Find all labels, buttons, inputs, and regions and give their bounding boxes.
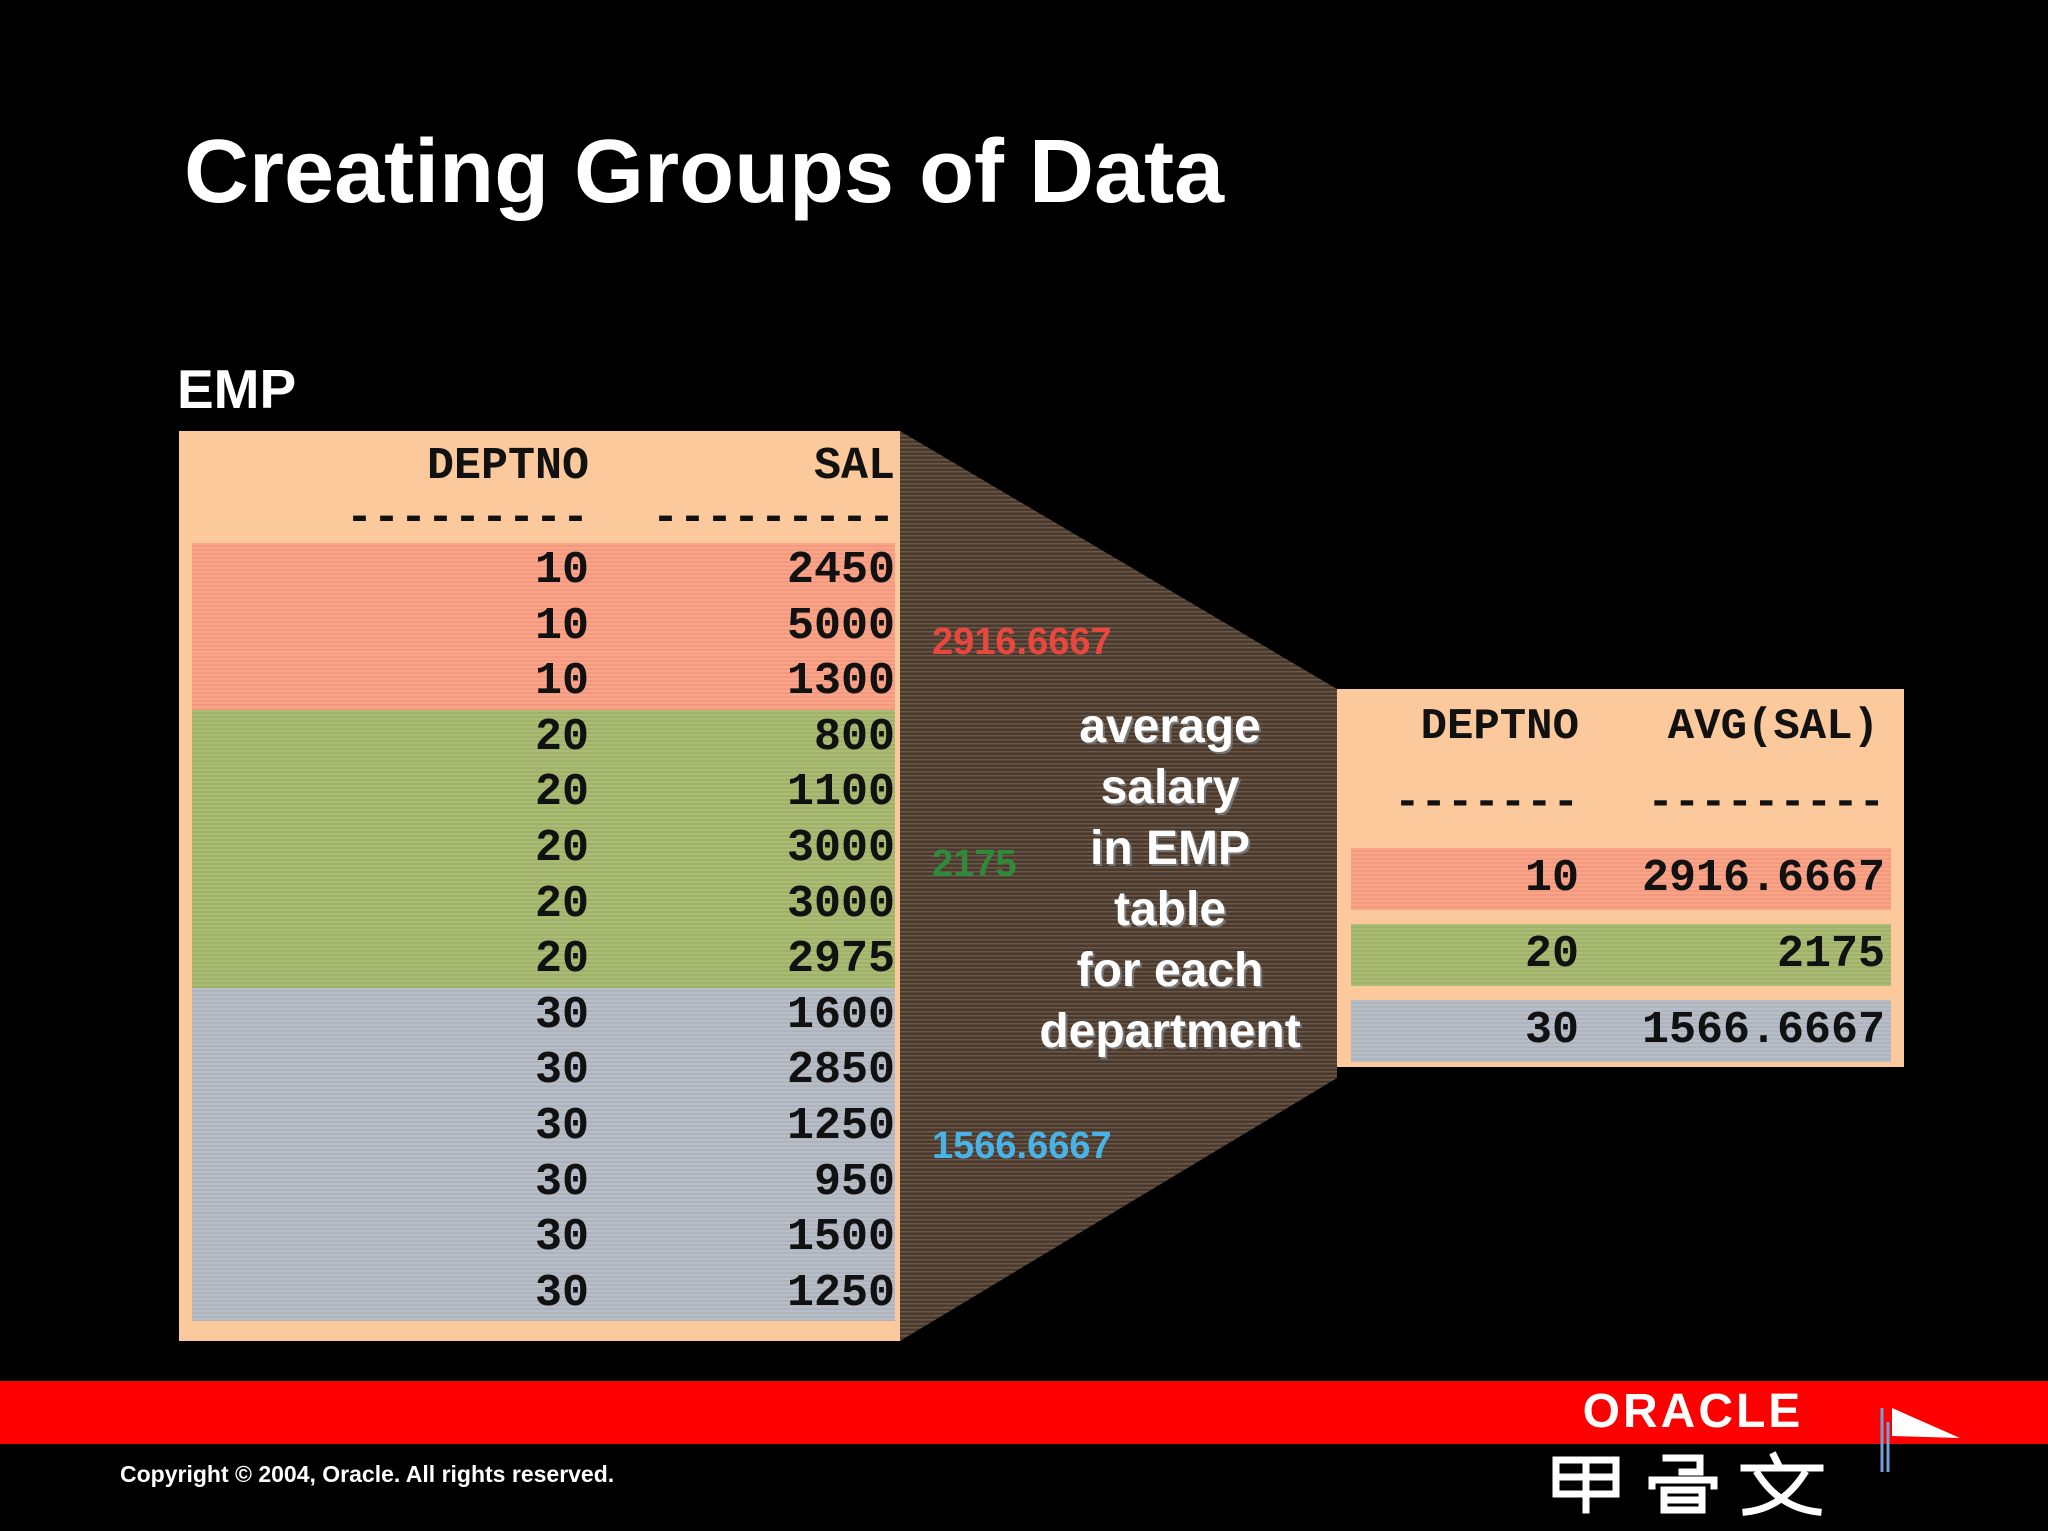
table-row: 20 1100 bbox=[192, 765, 895, 821]
emp-table-label: EMP bbox=[177, 358, 297, 420]
sal-cell: 1100 bbox=[786, 767, 895, 819]
deptno-cell: 10 bbox=[534, 545, 589, 596]
deptno-cell: 30 bbox=[534, 989, 589, 1041]
sal-cell: 2450 bbox=[786, 545, 895, 596]
table-row: 20 800 bbox=[192, 709, 895, 766]
slide-title: Creating Groups of Data bbox=[184, 122, 1225, 222]
sal-cell: 1500 bbox=[786, 1212, 895, 1264]
slide-marker-icon bbox=[1880, 1408, 1960, 1472]
table-row: 20 3000 bbox=[192, 876, 895, 933]
deptno-cell: 20 bbox=[534, 822, 589, 874]
footer-red-bar bbox=[0, 1381, 2048, 1444]
emp-header-sal-underline: --------- bbox=[651, 493, 895, 544]
deptno-cell: 10 bbox=[534, 600, 589, 652]
deptno-cell: 20 bbox=[534, 711, 589, 763]
emp-table-body: 10 2450 10 5000 10 1300 20 800 20 1100 20 3000… bbox=[192, 543, 895, 1322]
result-header-deptno: DEPTNO bbox=[1420, 702, 1579, 752]
emp-table: DEPTNO SAL --------- --------- 10 2450 10… bbox=[179, 431, 900, 1341]
result-table: DEPTNO AVG(SAL) ------- --------- 10 2916… bbox=[1337, 689, 1904, 1067]
sal-cell: 950 bbox=[813, 1156, 895, 1208]
deptno-cell: 30 bbox=[534, 1212, 589, 1264]
funnel-caption-line: salary bbox=[1100, 761, 1240, 814]
deptno-cell: 30 bbox=[534, 1100, 589, 1152]
table-row: 20 2975 bbox=[192, 932, 895, 988]
emp-header-deptno: DEPTNO bbox=[426, 441, 589, 492]
deptno-cell: 30 bbox=[534, 1267, 589, 1319]
deptno-cell: 20 bbox=[1524, 929, 1579, 980]
result-header-deptno-underline: ------- bbox=[1394, 778, 1579, 828]
deptno-cell: 20 bbox=[534, 878, 589, 930]
table-row: 30 1600 bbox=[192, 987, 895, 1044]
emp-header-deptno-underline: --------- bbox=[345, 493, 589, 544]
oracle-logo: ORACLE bbox=[1548, 1381, 1838, 1444]
avg-sal-cell: 2916.6667 bbox=[1641, 853, 1885, 904]
funnel-caption-line: department bbox=[1039, 1005, 1301, 1058]
deptno-cell: 20 bbox=[534, 934, 589, 986]
deptno-cell: 10 bbox=[534, 656, 589, 708]
sal-cell: 2850 bbox=[786, 1045, 895, 1097]
table-row: 30 1250 bbox=[192, 1098, 895, 1155]
result-header-avg-sal: AVG(SAL) bbox=[1667, 702, 1879, 752]
copyright-text: Copyright © 2004, Oracle. All rights res… bbox=[120, 1461, 615, 1487]
oracle-chinese-logo bbox=[1552, 1451, 1824, 1516]
funnel-caption-line: average bbox=[1079, 700, 1261, 753]
avg-dept30-label: 1566.6667 bbox=[932, 1125, 1112, 1167]
deptno-cell: 30 bbox=[534, 1156, 589, 1208]
sal-cell: 2975 bbox=[786, 934, 895, 986]
funnel-caption-line: in EMP bbox=[1089, 822, 1250, 875]
sal-cell: 3000 bbox=[786, 822, 895, 874]
table-row: 30 1250 bbox=[192, 1265, 895, 1322]
table-row: 30 2850 bbox=[192, 1043, 895, 1099]
table-row: 10 1300 bbox=[192, 654, 895, 710]
table-row: 30 1566.6667 bbox=[1351, 1000, 1891, 1062]
deptno-cell: 30 bbox=[1524, 1005, 1579, 1056]
funnel-caption: average salary in EMP table for each dep… bbox=[1012, 696, 1328, 1062]
funnel-caption-line: for each bbox=[1076, 944, 1264, 997]
deptno-cell: 20 bbox=[534, 767, 589, 819]
deptno-cell: 30 bbox=[534, 1045, 589, 1097]
sal-cell: 1250 bbox=[786, 1100, 895, 1152]
table-row: 10 5000 bbox=[192, 598, 895, 655]
table-row: 20 3000 bbox=[192, 820, 895, 877]
sal-cell: 1600 bbox=[786, 989, 895, 1041]
table-row: 10 2450 bbox=[192, 543, 895, 599]
result-header-avg-underline: --------- bbox=[1647, 778, 1885, 828]
table-row: 20 2175 bbox=[1351, 924, 1891, 986]
avg-sal-cell: 2175 bbox=[1776, 929, 1885, 980]
sal-cell: 1300 bbox=[786, 656, 895, 708]
funnel-caption-line: table bbox=[1113, 883, 1227, 936]
table-row: 30 1500 bbox=[192, 1210, 895, 1266]
oracle-logo-text: ORACLE bbox=[1582, 1385, 1804, 1438]
sal-cell: 5000 bbox=[786, 600, 895, 652]
avg-sal-cell: 1566.6667 bbox=[1641, 1005, 1885, 1056]
emp-header-sal: SAL bbox=[813, 441, 895, 492]
avg-dept20-label: 2175 bbox=[932, 843, 1017, 885]
table-row: 10 2916.6667 bbox=[1351, 848, 1891, 910]
sal-cell: 1250 bbox=[786, 1267, 895, 1319]
funnel-shape bbox=[900, 431, 1337, 1341]
sal-cell: 800 bbox=[813, 711, 895, 763]
sal-cell: 3000 bbox=[786, 878, 895, 930]
table-row: 30 950 bbox=[192, 1154, 895, 1211]
deptno-cell: 10 bbox=[1524, 853, 1579, 904]
funnel-polygon bbox=[900, 431, 1337, 1341]
avg-dept10-label: 2916.6667 bbox=[932, 621, 1112, 663]
